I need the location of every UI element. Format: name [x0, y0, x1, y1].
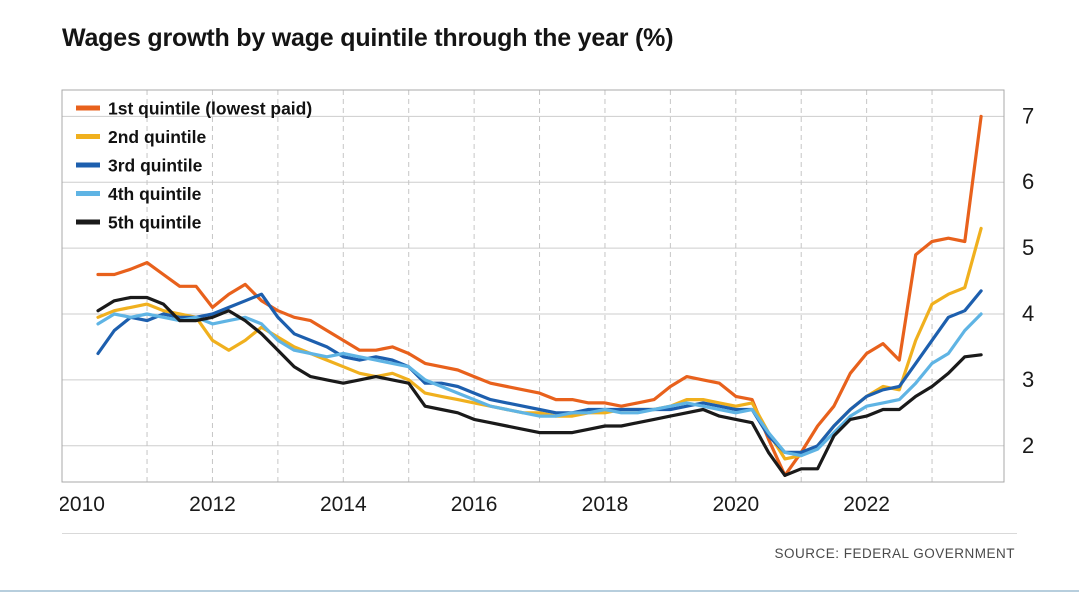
x-tick-label: 2012: [189, 493, 236, 516]
source-text: SOURCE: FEDERAL GOVERNMENT: [774, 546, 1015, 561]
legend-item-4: 4th quintile: [76, 184, 202, 204]
y-axis-labels: 2 3 4 5 6 7: [1022, 103, 1034, 457]
x-axis-labels: 2010 2012 2014 2016 2018 2020 2022: [60, 493, 890, 516]
legend-item-1: 1st quintile (lowest paid): [76, 99, 312, 119]
legend-label: 3rd quintile: [108, 156, 203, 176]
y-tick-label: 6: [1022, 169, 1034, 194]
series-line-4: [96, 312, 983, 458]
x-tick-label: 2014: [320, 493, 367, 516]
legend: 1st quintile (lowest paid) 2nd quintile 3r…: [76, 99, 312, 233]
y-tick-label: 2: [1022, 433, 1034, 458]
x-tick-label: 2018: [582, 493, 629, 516]
legend-label: 2nd quintile: [108, 127, 206, 147]
legend-label: 4th quintile: [108, 184, 202, 204]
wages-quintile-line-chart: 2010 2012 2014 2016 2018 2020 2022 2 3 4 5 6 7 1st qu…: [60, 89, 1034, 516]
series-line-5: [96, 295, 983, 477]
y-tick-label: 4: [1022, 301, 1034, 326]
chart-title: Wages growth by wage quintile through th…: [62, 24, 674, 52]
x-tick-label: 2010: [60, 493, 105, 516]
y-tick-label: 3: [1022, 367, 1034, 392]
series-line-3: [96, 289, 983, 454]
source-divider: [62, 533, 1017, 534]
legend-label: 5th quintile: [108, 213, 202, 233]
series-line-1: [96, 114, 983, 477]
legend-label: 1st quintile (lowest paid): [108, 99, 312, 119]
gridlines: [62, 90, 1004, 482]
bottom-rule: [0, 590, 1079, 592]
legend-item-2: 2nd quintile: [76, 127, 206, 147]
x-tick-label: 2020: [712, 493, 759, 516]
legend-item-3: 3rd quintile: [76, 156, 203, 176]
legend-item-5: 5th quintile: [76, 213, 202, 233]
x-tick-label: 2016: [451, 493, 498, 516]
y-tick-label: 5: [1022, 235, 1034, 260]
x-tick-label: 2022: [843, 493, 890, 516]
plot-border: [61, 89, 1005, 483]
y-tick-label: 7: [1022, 103, 1034, 128]
